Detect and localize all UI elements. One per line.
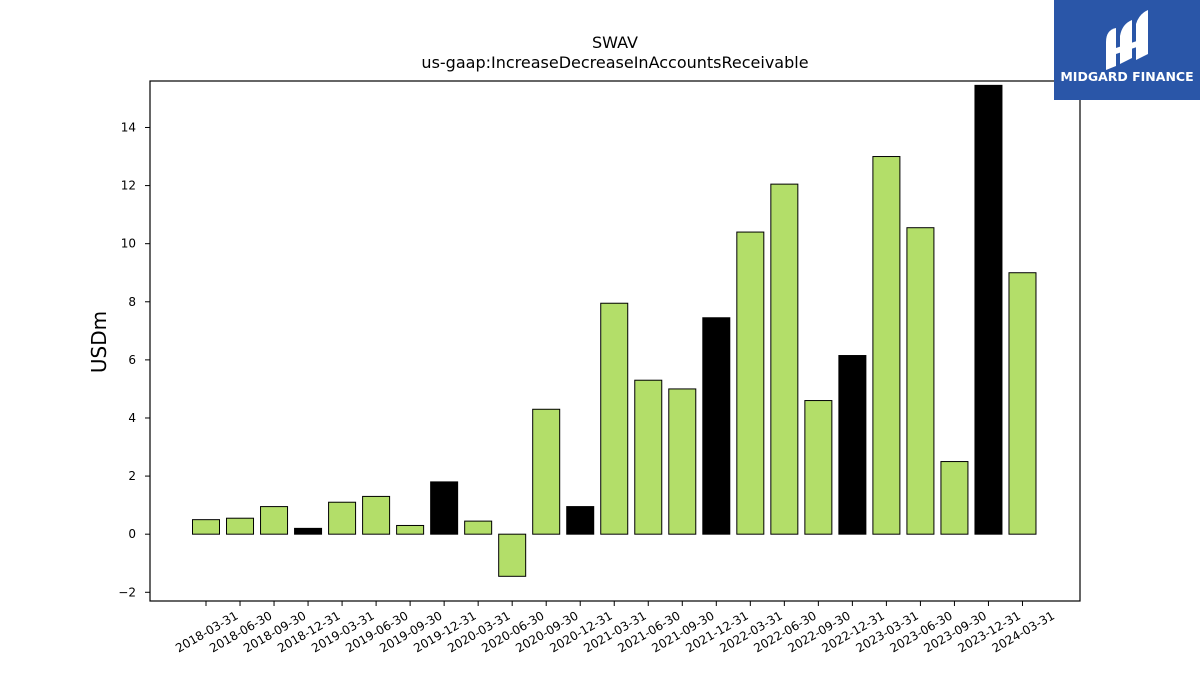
bar-2018-03-31 (192, 519, 220, 535)
bar-2022-09-30 (804, 400, 833, 535)
bar-2023-06-30 (906, 227, 935, 535)
y-tick-label: 0 (128, 527, 136, 541)
bar-2020-09-30 (532, 408, 561, 535)
bar-2021-06-30 (634, 379, 663, 535)
bar-2022-12-31 (838, 355, 867, 535)
logo: MIDGARD FINANCE (1054, 0, 1200, 100)
bar-2022-03-31 (736, 231, 765, 535)
bar-2020-06-30 (498, 533, 527, 577)
y-tick-label: 10 (121, 237, 136, 251)
bar-2019-03-31 (328, 501, 357, 535)
bar-2019-09-30 (396, 524, 425, 535)
logo-text: MIDGARD FINANCE (1060, 69, 1193, 84)
bars-group (192, 84, 1037, 577)
bar-2021-12-31 (702, 317, 731, 535)
bar-2019-06-30 (362, 495, 391, 535)
y-tick-label: −2 (118, 585, 136, 599)
bar-2023-12-31 (974, 84, 1003, 535)
y-tick-label: 6 (128, 353, 136, 367)
plot-frame (149, 80, 1081, 602)
y-axis: −2 0 2 4 6 8 10 12 14 (118, 120, 150, 599)
bar-2022-06-30 (770, 183, 799, 535)
y-tick-label: 12 (121, 179, 136, 193)
bar-2020-03-31 (464, 520, 493, 535)
bar-2021-03-31 (600, 302, 629, 535)
bar-2024-03-31 (1008, 272, 1037, 535)
bar-2019-12-31 (430, 481, 459, 535)
bar-2018-12-31 (294, 527, 323, 535)
bar-2023-03-31 (872, 156, 901, 535)
bar-2020-12-31 (566, 506, 595, 535)
bar-2023-09-30 (940, 461, 969, 535)
x-axis: 2018-03-312018-06-302018-09-302018-12-31… (173, 601, 1057, 655)
y-tick-label: 8 (128, 295, 136, 309)
chart-subtitle: us-gaap:IncreaseDecreaseInAccountsReceiv… (421, 53, 808, 72)
y-tick-label: 4 (128, 411, 136, 425)
bar-2018-09-30 (260, 506, 289, 535)
bar-2018-06-30 (226, 517, 255, 535)
bar-2021-09-30 (668, 388, 697, 535)
y-tick-label: 2 (128, 469, 136, 483)
midgard-m-logo-icon (1106, 10, 1148, 70)
y-tick-label: 14 (121, 120, 136, 134)
chart-title: SWAV (592, 33, 638, 52)
y-axis-label: USDm (87, 311, 111, 373)
